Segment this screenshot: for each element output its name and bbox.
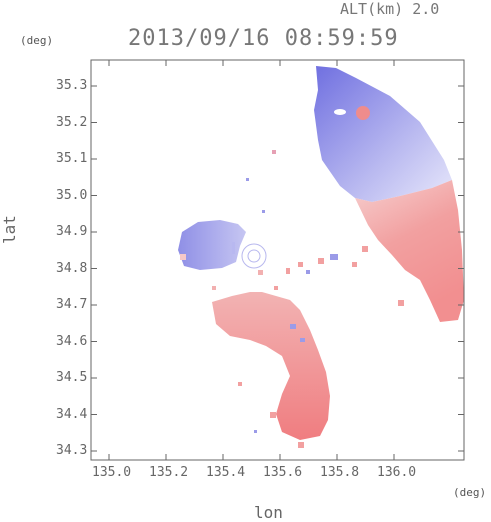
altitude-label: ALT(km) 2.0 [340, 0, 440, 18]
y-tick-label: 34.4 [56, 406, 88, 422]
x-tick-label: 135.6 [263, 465, 303, 480]
y-tick-label: 35.3 [56, 78, 88, 93]
x-axis-label: lon [254, 503, 283, 522]
x-tick-label: 135.0 [92, 465, 132, 480]
y-tick-label: 34.6 [56, 333, 88, 349]
echo-patch-west [178, 220, 246, 270]
y-tick-label: 34.9 [56, 224, 88, 239]
y-tick-label: 34.8 [56, 260, 88, 276]
x-axis-unit: (deg) [453, 486, 487, 499]
scattered-echoes [180, 150, 404, 448]
echo-cell-core [356, 106, 370, 120]
y-tick-label: 34.7 [56, 297, 88, 312]
y-tick-label: 34.5 [56, 370, 88, 385]
echo-band-south [212, 292, 330, 440]
clutter-rings [241, 243, 267, 269]
y-axis-unit: (deg) [20, 34, 54, 47]
y-tick-label: 35.2 [56, 114, 88, 130]
plot-frame [90, 59, 465, 461]
x-tick-label: 135.2 [149, 465, 189, 480]
y-tick-label: 34.3 [56, 443, 88, 458]
x-tick-label: 135.4 [206, 465, 246, 480]
echo-region-receding [355, 180, 464, 322]
y-tick-label: 35.0 [56, 187, 88, 203]
x-tick-label: 135.8 [320, 465, 360, 480]
echo-region-approaching [314, 66, 452, 202]
x-tick-label: 136.0 [377, 465, 417, 480]
y-tick-label: 35.1 [56, 151, 88, 166]
timestamp-title: 2013/09/16 08:59:59 [128, 26, 399, 51]
